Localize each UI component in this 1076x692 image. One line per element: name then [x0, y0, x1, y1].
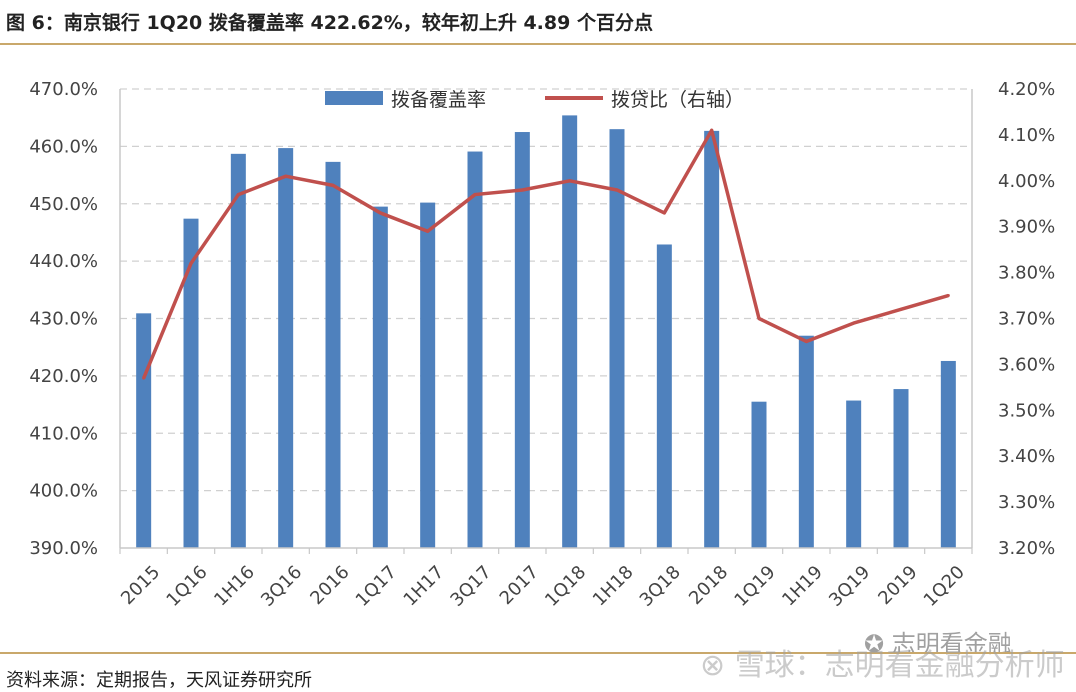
top-divider — [0, 43, 1076, 45]
bar — [893, 389, 909, 548]
x-tick-label: 3Q19 — [825, 562, 874, 611]
left-tick-label: 420.0% — [29, 366, 98, 387]
bar — [325, 161, 341, 548]
bottom-divider — [0, 652, 1076, 654]
bar — [514, 132, 530, 548]
x-tick-label: 1H16 — [210, 562, 259, 611]
bar — [467, 151, 483, 548]
line-point — [946, 294, 950, 298]
line-point — [473, 193, 477, 197]
right-tick-label: 3.40% — [998, 446, 1055, 467]
x-tick-label: 2016 — [306, 562, 353, 609]
wechat-icon: ✪ — [864, 630, 885, 658]
watermark-text: 雪球：志明看金融分析师 — [734, 648, 1065, 683]
right-tick-label: 3.60% — [998, 354, 1055, 375]
right-tick-label: 3.50% — [998, 400, 1055, 421]
line-series — [142, 128, 950, 380]
snowball-icon: ⊗ — [700, 648, 726, 683]
left-axis-ticks: 390.0% 400.0% 410.0% 420.0% 430.0% 440.0% 450.… — [29, 79, 98, 559]
line-point — [710, 128, 714, 132]
left-tick-label: 410.0% — [29, 423, 98, 444]
bar — [372, 206, 388, 548]
right-tick-label: 3.30% — [998, 492, 1055, 513]
left-tick-label: 450.0% — [29, 194, 98, 215]
line-point — [757, 317, 761, 320]
left-tick-label: 390.0% — [29, 538, 98, 559]
x-tick-label: 2019 — [874, 562, 921, 609]
line-point — [520, 188, 524, 192]
right-tick-label: 4.20% — [998, 79, 1055, 100]
legend-label-line: 拨贷比（右轴） — [611, 89, 744, 111]
line-point — [899, 307, 903, 311]
x-tick-label: 2015 — [117, 562, 164, 609]
left-tick-label: 430.0% — [29, 309, 98, 330]
x-tick-label: 1Q16 — [162, 562, 211, 611]
right-axis-ticks: 3.20% 3.30% 3.40% 3.50% 3.60% 3.70% 3.80% 3.90%… — [998, 79, 1055, 559]
right-tick-label: 3.20% — [998, 538, 1055, 559]
line-point — [662, 211, 666, 215]
line-point — [615, 188, 619, 192]
bar — [420, 202, 436, 549]
legend: 拨备覆盖率 拨贷比（右轴） — [325, 89, 744, 111]
x-tick-label: 1Q19 — [730, 562, 779, 611]
line-point — [236, 193, 240, 197]
axes — [119, 89, 973, 554]
left-tick-label: 470.0% — [29, 79, 98, 100]
right-tick-label: 4.00% — [998, 171, 1055, 192]
watermark: ⊗ 雪球：志明看金融分析师 — [700, 640, 1065, 684]
line-point — [852, 321, 856, 325]
bar — [751, 401, 767, 548]
line-point — [804, 339, 808, 343]
bar-series — [136, 115, 956, 549]
right-tick-label: 3.80% — [998, 263, 1055, 284]
x-tick-label: 1H19 — [778, 562, 827, 611]
line-point — [378, 211, 382, 215]
bar — [704, 130, 720, 549]
bar — [562, 115, 578, 548]
line-point — [142, 376, 146, 380]
right-tick-label: 4.10% — [998, 125, 1055, 146]
left-tick-label: 400.0% — [29, 481, 98, 502]
legend-swatch-bar — [325, 91, 383, 105]
x-tick-label: 1Q17 — [352, 562, 401, 611]
line-point — [189, 261, 193, 265]
right-tick-label: 3.90% — [998, 217, 1055, 238]
x-tick-label: 1Q18 — [541, 562, 590, 611]
line-path — [142, 128, 949, 379]
bar — [230, 153, 246, 549]
x-tick-label: 1H18 — [589, 562, 638, 611]
x-tick-label: 3Q17 — [446, 562, 495, 611]
line-point — [426, 229, 430, 233]
left-tick-label: 460.0% — [29, 136, 98, 157]
x-tick-label: 3Q18 — [636, 562, 685, 611]
x-tick-label: 2017 — [496, 562, 543, 609]
line-point — [568, 179, 572, 183]
left-tick-label: 440.0% — [29, 251, 98, 272]
x-tick-label: 1H17 — [400, 562, 449, 611]
source-note: 资料来源：定期报告，天风证券研究所 — [6, 670, 312, 691]
line-point — [331, 183, 335, 187]
bar — [183, 218, 199, 549]
line-point — [284, 174, 288, 178]
x-tick-label: 2018 — [685, 562, 732, 609]
bar — [940, 360, 956, 548]
gridlines — [120, 88, 972, 492]
figure-title: 图 6：南京银行 1Q20 拨备覆盖率 422.62%，较年初上升 4.89 个… — [6, 12, 653, 34]
right-tick-label: 3.70% — [998, 309, 1055, 330]
bar — [656, 244, 672, 548]
bar — [846, 400, 862, 548]
bar — [798, 335, 814, 548]
bar — [278, 148, 294, 548]
x-tick-label: 3Q16 — [257, 562, 306, 611]
legend-label-bar: 拨备覆盖率 — [391, 89, 486, 111]
x-tick-label: 1Q20 — [920, 562, 969, 611]
bar — [609, 129, 625, 548]
bar — [136, 313, 152, 548]
